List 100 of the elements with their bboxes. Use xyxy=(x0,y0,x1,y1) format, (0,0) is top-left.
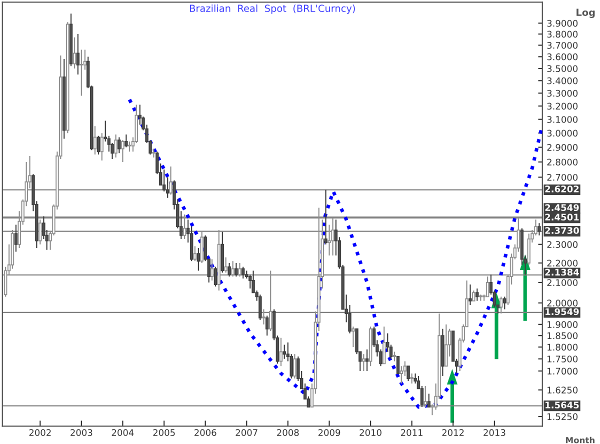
y-tick-label: 1.8000 xyxy=(548,344,578,351)
chart-title: Brazilian Real Spot (BRL'Curncy) xyxy=(190,4,355,14)
candlestick xyxy=(396,356,400,374)
candlestick xyxy=(500,296,503,314)
y-tick-label: 3.8000 xyxy=(547,30,578,38)
candlestick xyxy=(427,393,430,408)
candlestick xyxy=(424,386,427,408)
candlestick xyxy=(100,132,104,162)
candlestick xyxy=(214,266,218,288)
candlestick xyxy=(268,270,272,332)
candlestick xyxy=(486,276,490,298)
candlestick xyxy=(128,140,132,152)
candlestick xyxy=(248,274,252,290)
candlestick xyxy=(331,217,334,256)
candlestick xyxy=(406,366,410,382)
candlestick xyxy=(210,258,214,282)
candlestick xyxy=(265,315,269,336)
candlestick xyxy=(282,344,286,360)
candlestick xyxy=(96,135,100,156)
y-tick-label: 3.9000 xyxy=(547,20,578,27)
candlestick xyxy=(224,256,228,274)
candlestick xyxy=(242,266,245,280)
y-tick-label: 3.5000 xyxy=(547,65,578,72)
y-tick-label: 2.2000 xyxy=(547,260,578,267)
candlestick xyxy=(200,231,204,264)
candlestick xyxy=(258,294,262,321)
ref-line-label: 2.6202 xyxy=(545,186,579,192)
x-tick-label: 2013 xyxy=(484,429,506,436)
y-tick-label: 3.3000 xyxy=(547,90,578,97)
x-axis-title: Month xyxy=(566,436,594,444)
x-tick-label: 2004 xyxy=(112,429,134,436)
candlestick xyxy=(80,49,84,96)
candlestick xyxy=(476,288,479,302)
candlestick xyxy=(228,262,231,278)
candlestick xyxy=(72,36,76,70)
x-tick-label: 2002 xyxy=(29,429,51,436)
x-tick-label: 2011 xyxy=(400,429,422,436)
y-tick-label: 3.1000 xyxy=(547,116,578,123)
x-tick-label: 2005 xyxy=(153,429,175,436)
y-tick-label: 3.4000 xyxy=(547,77,578,84)
candlestick xyxy=(38,219,42,245)
y-tick-label: 1.7000 xyxy=(548,368,578,375)
candlestick xyxy=(121,140,124,163)
candlestick xyxy=(234,262,238,278)
candlestick xyxy=(503,296,506,310)
x-tick-label: 2010 xyxy=(360,429,382,436)
x-tick-label: 2007 xyxy=(236,429,258,436)
line-series xyxy=(128,98,542,409)
candlestick xyxy=(468,284,472,306)
candlestick xyxy=(169,166,172,196)
candlestick xyxy=(231,260,234,278)
ref-line-label: 2.1384 xyxy=(545,268,579,276)
y-tick-label: 2.8000 xyxy=(547,158,578,166)
y-tick-label: 2.9000 xyxy=(547,144,578,151)
x-tick-label: 2006 xyxy=(194,429,216,436)
candlestick xyxy=(472,290,476,302)
x-tick-label: 2012 xyxy=(442,429,464,436)
y-tick-label: 2.3000 xyxy=(547,241,578,248)
candlestick xyxy=(124,134,128,148)
ref-line-label: 1.5645 xyxy=(546,402,579,408)
candlestick xyxy=(352,326,355,348)
x-tick-label: 2009 xyxy=(318,429,340,436)
candlestick xyxy=(238,262,242,278)
candlestick xyxy=(365,348,369,372)
candlestick xyxy=(362,354,366,372)
candlestick xyxy=(93,126,97,156)
candlestick xyxy=(392,351,396,362)
candlestick xyxy=(382,326,386,364)
ref-line-label: 2.4549 xyxy=(545,204,579,212)
y-tick-label: 1.7500 xyxy=(548,356,578,362)
y-tick-label: 1.9000 xyxy=(548,321,578,328)
y-tick-label: 1.5250 xyxy=(548,413,578,420)
y-tick-label: 2.0000 xyxy=(547,300,578,306)
candlestick xyxy=(324,189,328,245)
candlestick xyxy=(410,372,414,384)
y-tick-label: 3.7000 xyxy=(547,42,578,49)
candlestick xyxy=(262,308,266,325)
ref-line-label: 2.4501 xyxy=(545,214,579,221)
y-tick-label: 1.8500 xyxy=(548,332,578,340)
candlestick xyxy=(196,247,200,272)
y-tick-label: 3.0000 xyxy=(547,130,578,137)
y-tick-label: 3.6000 xyxy=(547,53,578,60)
y-axis-title: Log xyxy=(576,8,595,18)
ref-line-label: 1.9549 xyxy=(546,308,579,316)
candlestick xyxy=(76,33,80,76)
y-tick-label: 2.7000 xyxy=(547,174,578,181)
x-tick-label: 2008 xyxy=(277,429,299,436)
candlestick xyxy=(293,354,296,380)
candlestick xyxy=(14,224,18,252)
y-tick-label: 3.2000 xyxy=(547,102,578,110)
candlestick xyxy=(118,136,121,154)
candlestick xyxy=(193,246,197,262)
ref-line-label: 2.3730 xyxy=(545,227,579,234)
candlestick xyxy=(114,134,118,158)
candlestick xyxy=(444,324,448,367)
candlestick xyxy=(400,366,404,384)
candlestick xyxy=(279,337,283,367)
x-tick-label: 2003 xyxy=(70,429,92,436)
y-tick-label: 1.6250 xyxy=(548,386,578,394)
y-tick-label: 2.1000 xyxy=(547,279,578,286)
